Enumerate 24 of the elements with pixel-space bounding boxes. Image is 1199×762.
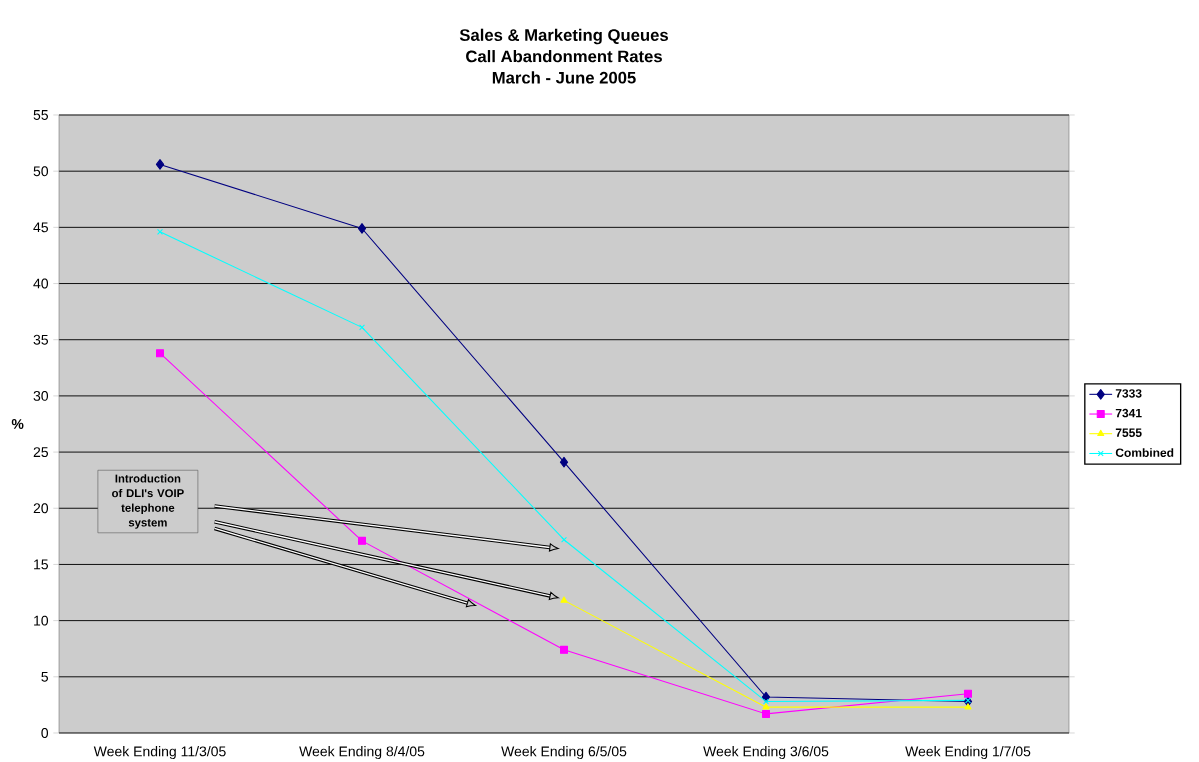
y-tick-label: 45: [33, 222, 49, 233]
y-tick-label: 0: [41, 728, 49, 738]
legend-label: 7555: [1115, 428, 1142, 437]
y-tick-label: 20: [33, 503, 49, 514]
y-tick-label: 55: [33, 110, 49, 120]
y-axis-title: %: [11, 419, 24, 429]
y-tick-label: 5: [41, 671, 49, 682]
x-tick-label: Week Ending 8/4/05: [299, 746, 425, 760]
legend-label: 7333: [1115, 389, 1142, 398]
legend-label: Combined: [1115, 448, 1174, 457]
y-tick-label: 10: [34, 615, 49, 626]
chart-title: Sales & Marketing Queues Call Abandonment Rates March - June 2005: [459, 28, 668, 84]
y-tick-label: 40: [33, 278, 49, 289]
y-tick-label: 25: [33, 447, 49, 458]
y-tick-label: 30: [33, 390, 49, 401]
x-tick-label: Week Ending 11/3/05: [93, 746, 226, 760]
annotation: Introduction of DLI's VOIP telephone system: [112, 474, 184, 529]
x-tick-label: Week Ending 3/6/05: [703, 746, 829, 760]
y-tick-label: 15: [34, 559, 49, 570]
x-tick-label: Week Ending 6/5/05: [501, 746, 627, 760]
x-tick-label: Week Ending 1/7/05: [905, 746, 1031, 760]
y-tick-label: 50: [33, 166, 49, 177]
legend-label: 7341: [1115, 408, 1142, 418]
y-tick-label: 35: [33, 334, 49, 345]
